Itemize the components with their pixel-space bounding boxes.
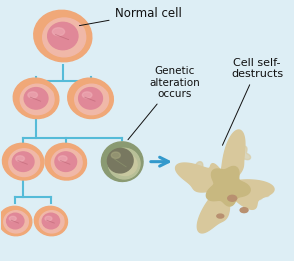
- Polygon shape: [206, 167, 250, 206]
- Ellipse shape: [16, 156, 24, 161]
- Ellipse shape: [39, 211, 64, 233]
- Ellipse shape: [4, 211, 28, 233]
- Ellipse shape: [12, 152, 34, 171]
- Ellipse shape: [75, 84, 108, 115]
- Text: Genetic
alteration
occurs: Genetic alteration occurs: [128, 66, 200, 140]
- Ellipse shape: [45, 216, 52, 221]
- Ellipse shape: [64, 153, 81, 166]
- Ellipse shape: [6, 213, 24, 229]
- Ellipse shape: [24, 88, 48, 109]
- Ellipse shape: [58, 156, 67, 161]
- Ellipse shape: [88, 89, 108, 103]
- Ellipse shape: [2, 143, 44, 180]
- Polygon shape: [255, 185, 269, 200]
- Ellipse shape: [68, 78, 113, 118]
- Polygon shape: [234, 146, 250, 163]
- Ellipse shape: [43, 18, 86, 57]
- Ellipse shape: [13, 78, 59, 118]
- Ellipse shape: [34, 89, 53, 103]
- Ellipse shape: [240, 208, 248, 213]
- Ellipse shape: [82, 92, 92, 98]
- Ellipse shape: [55, 152, 77, 171]
- Ellipse shape: [20, 84, 54, 115]
- Ellipse shape: [21, 153, 39, 166]
- Ellipse shape: [49, 214, 64, 225]
- Ellipse shape: [34, 206, 68, 236]
- Ellipse shape: [9, 149, 39, 176]
- Ellipse shape: [28, 92, 37, 98]
- Ellipse shape: [101, 142, 143, 181]
- Ellipse shape: [78, 88, 102, 109]
- Ellipse shape: [217, 214, 224, 218]
- Ellipse shape: [60, 24, 85, 43]
- Text: Cell self-
destructs: Cell self- destructs: [223, 58, 283, 145]
- Ellipse shape: [42, 213, 60, 229]
- Ellipse shape: [108, 148, 140, 179]
- Ellipse shape: [45, 143, 86, 180]
- Ellipse shape: [0, 206, 32, 236]
- Polygon shape: [176, 130, 274, 233]
- Ellipse shape: [14, 214, 28, 225]
- Ellipse shape: [48, 22, 78, 50]
- Text: Normal cell: Normal cell: [79, 7, 181, 26]
- Ellipse shape: [9, 216, 16, 221]
- Ellipse shape: [228, 195, 237, 201]
- Ellipse shape: [111, 152, 120, 158]
- Polygon shape: [186, 162, 208, 183]
- Ellipse shape: [113, 154, 137, 175]
- Ellipse shape: [52, 28, 65, 36]
- Ellipse shape: [51, 149, 82, 176]
- Ellipse shape: [107, 149, 133, 173]
- Ellipse shape: [34, 10, 92, 62]
